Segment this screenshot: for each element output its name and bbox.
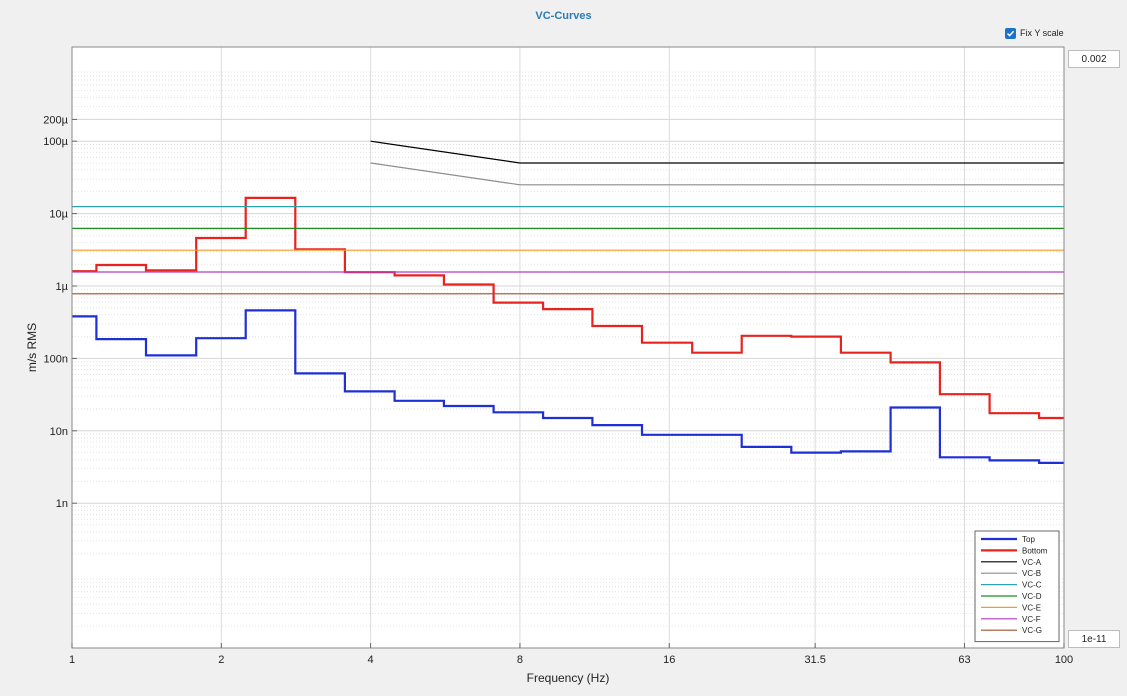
y-tick-label: 1µ <box>56 281 69 293</box>
series-line-top <box>72 309 1064 464</box>
chart-title: VC-Curves <box>535 10 592 22</box>
x-tick-label: 8 <box>517 654 523 666</box>
series-line-bottom <box>72 196 1064 420</box>
x-tick-label: 31.5 <box>804 654 825 666</box>
x-tick-label: 16 <box>663 654 675 666</box>
checkbox-checked-icon <box>1005 27 1016 39</box>
legend: Top Bottom VC-A VC-B VC-C VC-D VC-E VC-F VC-G <box>974 530 1060 643</box>
x-tick-label: 4 <box>368 654 374 666</box>
y-max-input[interactable] <box>1068 50 1120 68</box>
x-tick-label: 63 <box>958 654 970 666</box>
y-tick-label: 100µ <box>43 136 68 148</box>
series-line-vc-a <box>370 140 1064 164</box>
y-tick-label: 200µ <box>43 114 68 126</box>
y-min-input[interactable] <box>1068 630 1120 648</box>
legend-label: Top <box>1022 535 1035 544</box>
series-line-vc-b <box>370 162 1064 186</box>
y-tick-label: 100n <box>44 353 68 365</box>
y-tick-label: 10µ <box>49 209 68 221</box>
legend-label: VC-E <box>1022 603 1041 612</box>
legend-label: VC-B <box>1022 569 1041 578</box>
y-tick-label: 10n <box>50 426 68 438</box>
legend-label: VC-G <box>1022 626 1042 635</box>
legend-label: VC-A <box>1022 558 1042 567</box>
x-axis-label: Frequency (Hz) <box>527 671 610 685</box>
x-tick-label: 1 <box>69 654 75 666</box>
fix-y-scale-label: Fix Y scale <box>1020 28 1064 38</box>
legend-label: VC-C <box>1022 581 1042 590</box>
x-tick-label: 100 <box>1055 654 1073 666</box>
legend-label: VC-D <box>1022 592 1042 601</box>
y-axis-label: m/s RMS <box>25 323 39 372</box>
y-tick-label: 1n <box>56 498 68 510</box>
legend-label: VC-F <box>1022 615 1041 624</box>
legend-label: Bottom <box>1022 546 1048 555</box>
plot-frame <box>71 46 1065 649</box>
fix-y-scale-checkbox[interactable]: Fix Y scale <box>1005 26 1064 40</box>
plot-area <box>72 47 1064 648</box>
x-tick-label: 2 <box>218 654 224 666</box>
